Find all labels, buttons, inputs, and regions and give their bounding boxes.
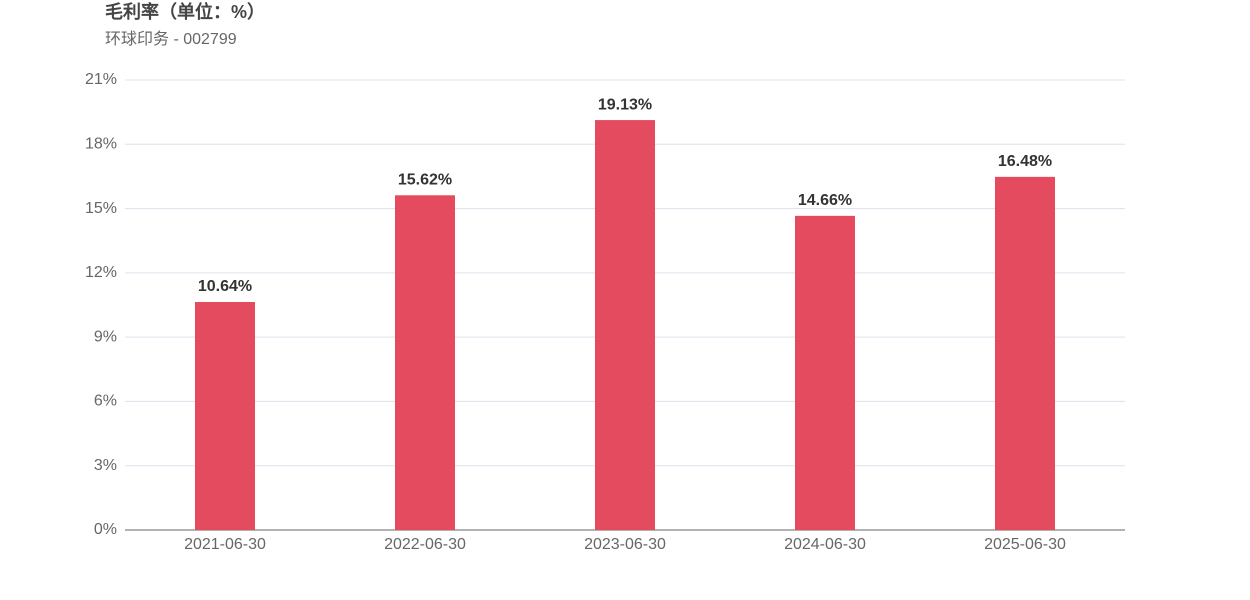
x-tick-label: 2021-06-30 bbox=[184, 536, 266, 553]
y-tick-label: 12% bbox=[85, 264, 117, 281]
bar bbox=[995, 176, 1055, 530]
chart-subtitle: 环球印务 - 002799 bbox=[105, 30, 237, 48]
y-tick-label: 21% bbox=[85, 71, 117, 88]
value-label: 15.62% bbox=[398, 172, 452, 189]
x-tick-label: 2022-06-30 bbox=[384, 536, 466, 553]
bar bbox=[395, 195, 455, 531]
x-tick-label: 2023-06-30 bbox=[584, 536, 666, 553]
value-label: 19.13% bbox=[598, 96, 652, 113]
y-tick-label: 3% bbox=[94, 457, 117, 474]
y-tick-label: 9% bbox=[94, 328, 117, 345]
x-tick-label: 2024-06-30 bbox=[784, 536, 866, 553]
y-tick-label: 6% bbox=[94, 393, 117, 410]
bar bbox=[195, 302, 255, 530]
value-label: 14.66% bbox=[798, 192, 852, 209]
bar bbox=[595, 120, 655, 531]
value-label: 10.64% bbox=[198, 278, 252, 295]
x-tick-label: 2025-06-30 bbox=[984, 536, 1066, 553]
bar bbox=[795, 215, 855, 530]
value-label: 16.48% bbox=[998, 153, 1052, 170]
y-tick-label: 0% bbox=[94, 521, 117, 538]
y-tick-label: 15% bbox=[85, 200, 117, 217]
y-tick-label: 18% bbox=[85, 136, 117, 153]
chart-title: 毛利率（单位：%） bbox=[105, 1, 265, 22]
